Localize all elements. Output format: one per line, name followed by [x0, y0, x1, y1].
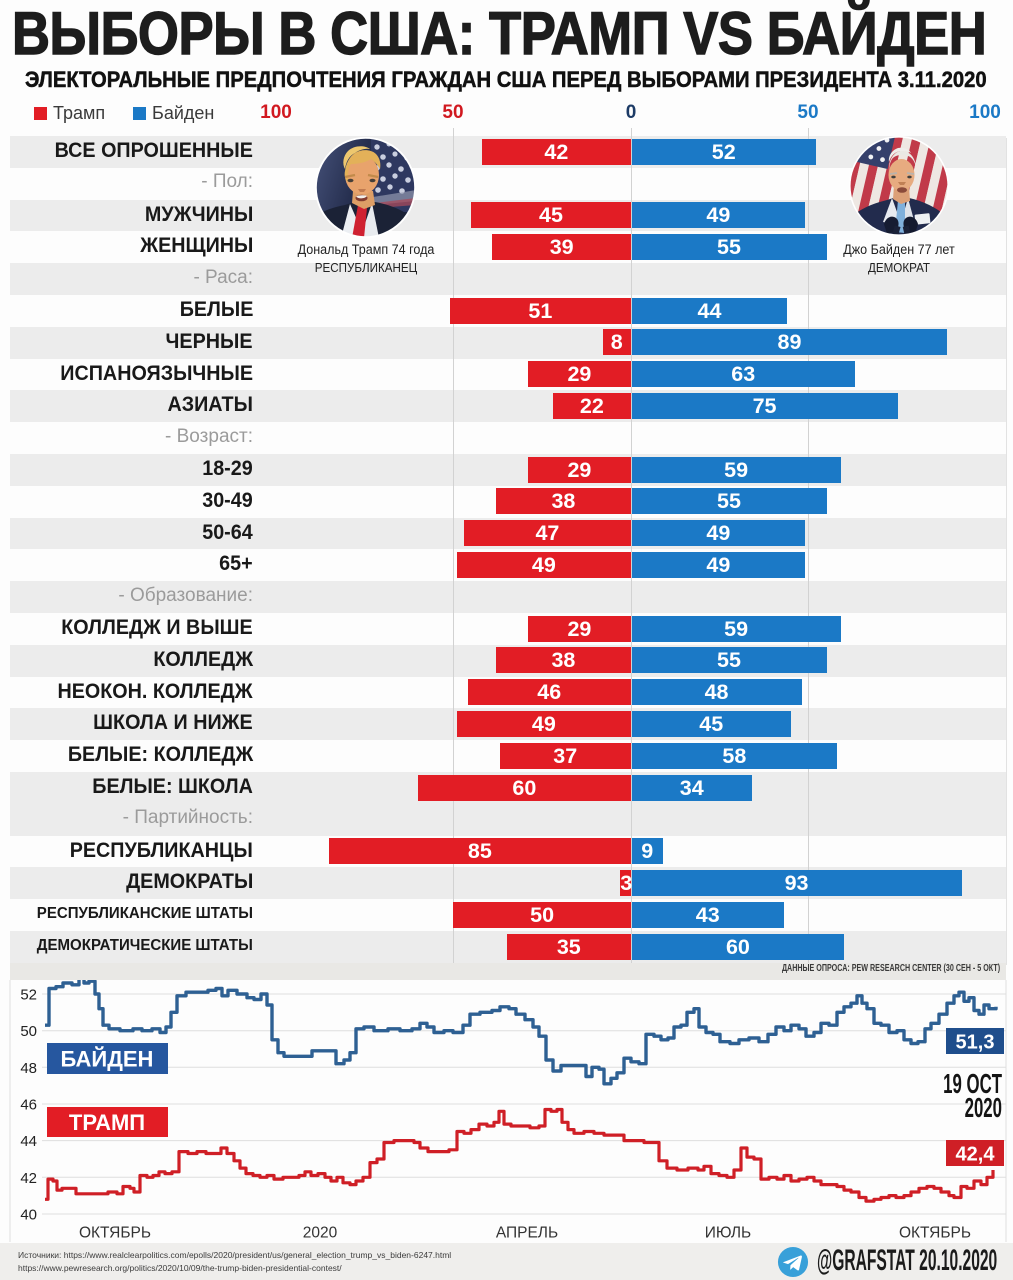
svg-text:42: 42	[20, 1170, 37, 1187]
svg-text:42,4: 42,4	[956, 1144, 996, 1166]
svg-text:46: 46	[20, 1097, 37, 1114]
svg-text:52: 52	[20, 987, 37, 1004]
svg-text:40: 40	[20, 1207, 37, 1224]
svg-text:2020: 2020	[303, 1225, 338, 1242]
svg-text:ИЮЛЬ: ИЮЛЬ	[705, 1225, 751, 1242]
svg-text:48: 48	[20, 1060, 37, 1077]
svg-text:АПРЕЛЬ: АПРЕЛЬ	[496, 1225, 558, 1242]
svg-text:ОКТЯБРЬ: ОКТЯБРЬ	[899, 1225, 971, 1242]
svg-text:ОКТЯБРЬ: ОКТЯБРЬ	[79, 1225, 151, 1242]
svg-text:51,3: 51,3	[956, 1032, 995, 1054]
svg-text:БАЙДЕН: БАЙДЕН	[61, 1047, 154, 1072]
svg-text:50: 50	[20, 1023, 37, 1040]
svg-text:ТРАМП: ТРАМП	[69, 1110, 145, 1135]
svg-text:44: 44	[20, 1133, 37, 1150]
